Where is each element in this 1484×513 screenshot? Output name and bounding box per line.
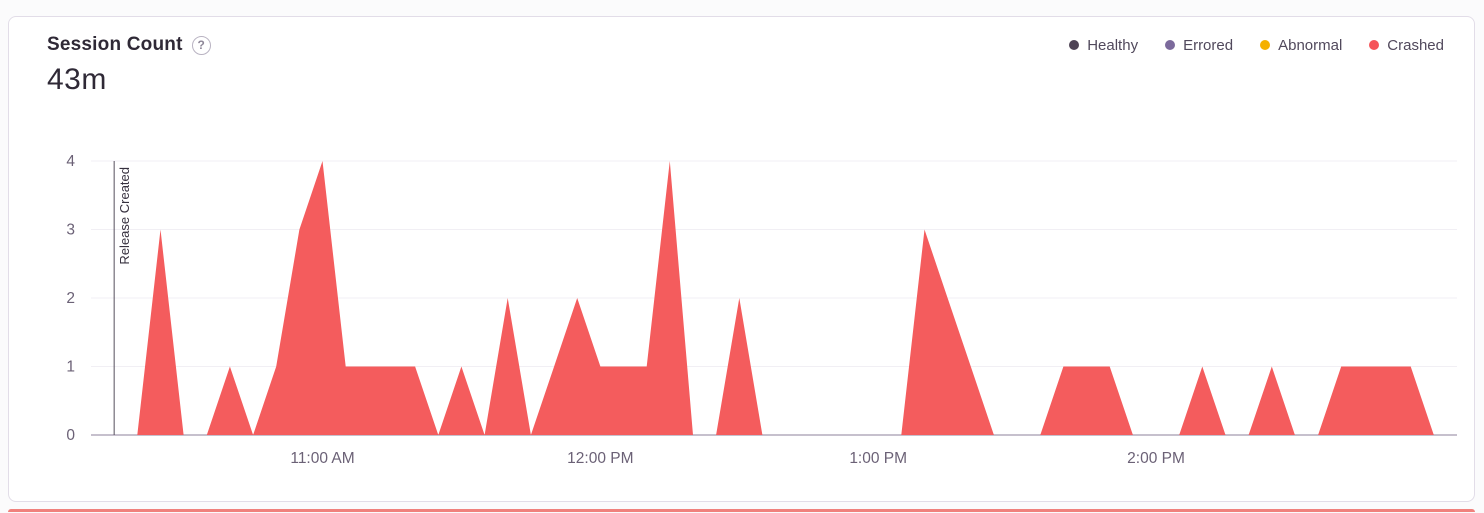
question-mark-glyph: ? [197,38,205,52]
session-count-panel: Session Count ? Healthy Errored Abnormal… [8,16,1475,502]
legend-label-abnormal: Abnormal [1278,36,1343,54]
session-total-value: 43m [47,63,107,96]
svg-text:Release Created: Release Created [117,167,132,265]
legend-item-crashed[interactable]: Crashed [1369,37,1444,54]
panel-header: Session Count ? Healthy Errored Abnormal… [9,17,1474,56]
panel-title: Session Count [47,34,183,55]
svg-text:4: 4 [66,153,75,170]
healthy-dot-icon [1069,40,1080,50]
crashed-dot-icon [1369,40,1380,50]
svg-text:1: 1 [66,359,75,376]
chart-legend: Healthy Errored Abnormal Crashed [1069,37,1444,54]
svg-text:0: 0 [66,427,75,444]
svg-text:2: 2 [66,290,75,307]
errored-dot-icon [1165,40,1176,50]
legend-item-errored[interactable]: Errored [1165,37,1233,54]
help-icon[interactable]: ? [191,35,211,55]
session-count-chart[interactable]: 0 1 2 3 4 11:00 AM 12:00 PM 1:00 PM 2:00 PM Relea… [11,147,1471,477]
svg-text:12:00 PM: 12:00 PM [567,450,633,467]
legend-item-abnormal[interactable]: Abnormal [1260,37,1342,54]
svg-text:2:00 PM: 2:00 PM [1127,450,1185,467]
abnormal-dot-icon [1260,40,1271,50]
legend-label-healthy: Healthy [1087,36,1139,54]
svg-text:1:00 PM: 1:00 PM [849,450,907,467]
legend-label-errored: Errored [1183,36,1234,54]
next-panel-top-edge [8,509,1475,512]
legend-item-healthy[interactable]: Healthy [1069,37,1138,54]
svg-text:3: 3 [66,222,75,239]
svg-text:11:00 AM: 11:00 AM [290,450,354,467]
legend-label-crashed: Crashed [1387,36,1444,54]
